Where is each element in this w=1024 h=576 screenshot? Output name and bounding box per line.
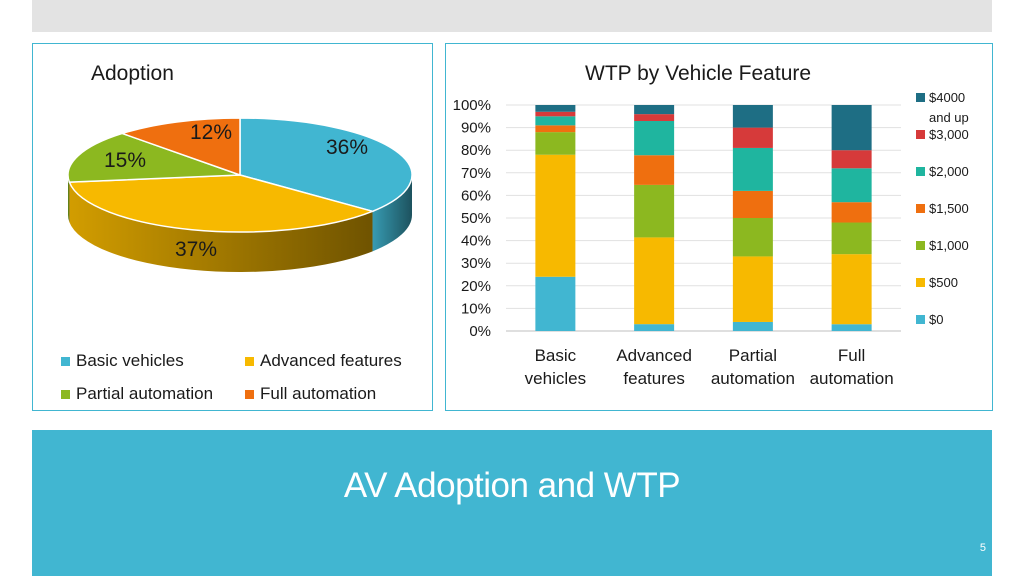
x-tick-label-basic-vehicles: Basic xyxy=(535,346,577,365)
pie-slice-advanced-features xyxy=(68,174,375,233)
bar-segment-basic-vehicles-0 xyxy=(535,276,576,331)
adoption-chart-title: Adoption xyxy=(91,62,174,85)
pie-slice-full-automation xyxy=(119,117,241,177)
bar-segment-partial-automation-3-000 xyxy=(732,127,773,148)
x-tick-label-full-automation: Full xyxy=(838,346,865,365)
pie-slice-side-advanced-features xyxy=(69,182,373,272)
bar-legend: $4000 and up $3,000 $2,000 $1,500 $1,000 $500 $… xyxy=(916,90,969,327)
legend-item-basic-vehicles: Basic vehicles xyxy=(61,351,184,371)
legend-item-full-automation: Full automation xyxy=(245,384,376,404)
legend-item-advanced-features: Advanced features xyxy=(245,351,402,371)
legend-item-partial-automation: Partial automation xyxy=(61,384,213,404)
y-tick-label: 50% xyxy=(461,210,491,227)
legend-label: Partial automation xyxy=(76,384,214,403)
bar-segment-advanced-features-0 xyxy=(634,324,675,331)
bar-segment-full-automation-2-000 xyxy=(831,168,872,203)
bar-segment-partial-automation-0 xyxy=(732,321,773,331)
pie-label-advanced-features: 37% xyxy=(175,238,217,261)
bar-segment-basic-vehicles-4000-and-up xyxy=(535,105,576,112)
wtp-chart-panel: WTP by Vehicle Feature 0% 10% 20% 30% 40% 50%… xyxy=(445,43,993,411)
adoption-chart-panel: Adoption 36% 37% 15% 12% Basic vehicles Adv… xyxy=(32,43,433,411)
page-number: 5 xyxy=(979,542,986,554)
y-tick-label: 60% xyxy=(461,187,491,204)
y-tick-label: 70% xyxy=(461,165,491,182)
legend-swatch-0 xyxy=(916,315,925,324)
legend-label-4000-and-up: and up xyxy=(929,110,969,125)
y-tick-label: 90% xyxy=(461,120,491,137)
legend-swatch xyxy=(61,356,70,366)
legend-swatch-1-500 xyxy=(916,204,925,213)
bar-stacks xyxy=(535,105,872,331)
bar-segment-advanced-features-4000-and-up xyxy=(634,105,675,115)
legend-label-2-000: $2,000 xyxy=(929,164,969,179)
pie-slice-partial-automation xyxy=(67,132,241,183)
legend-label-0: $0 xyxy=(929,312,943,327)
legend-swatch-3-000 xyxy=(916,130,925,139)
y-tick-label: 30% xyxy=(461,255,491,272)
legend-swatch-2-000 xyxy=(916,167,925,176)
legend-swatch xyxy=(245,356,254,366)
pie-label-basic-vehicles: 36% xyxy=(326,136,368,159)
bar-segment-full-automation-0 xyxy=(831,324,872,331)
bar-segment-basic-vehicles-2-000 xyxy=(535,116,576,126)
pie-label-partial-automation: 15% xyxy=(104,149,146,172)
legend-swatch xyxy=(245,389,254,399)
x-tick-label-partial-automation: automation xyxy=(711,369,795,388)
pie-label-full-automation: 12% xyxy=(190,121,232,144)
y-tick-label: 20% xyxy=(461,278,491,295)
y-tick-label: 100% xyxy=(453,97,491,114)
legend-label-4000-and-up: $4000 xyxy=(929,90,965,105)
bar-segment-full-automation-3-000 xyxy=(831,150,872,169)
legend-swatch-500 xyxy=(916,278,925,287)
legend-label-3-000: $3,000 xyxy=(929,127,969,142)
x-tick-label-partial-automation: Partial xyxy=(729,346,777,365)
y-tick-label: 40% xyxy=(461,233,491,250)
bar-segment-advanced-features-3-000 xyxy=(634,114,675,121)
x-tick-label-advanced-features: Advanced xyxy=(616,346,692,365)
y-tick-label: 0% xyxy=(469,323,491,340)
legend-label-1-000: $1,000 xyxy=(929,238,969,253)
header-bar xyxy=(32,0,992,32)
bar-segment-basic-vehicles-1-500 xyxy=(535,125,576,133)
bar-segment-partial-automation-1-500 xyxy=(732,190,773,218)
x-tick-label-full-automation: automation xyxy=(810,369,894,388)
bar-segment-basic-vehicles-1-000 xyxy=(535,132,576,155)
bar-segment-partial-automation-1-000 xyxy=(732,218,773,257)
legend-label: Advanced features xyxy=(260,351,402,370)
legend-swatch-1-000 xyxy=(916,241,925,250)
bar-segment-advanced-features-2-000 xyxy=(634,120,675,156)
adoption-pie-chart: 36% 37% 15% 12% xyxy=(67,117,413,272)
pie-slice-side-partial-automation xyxy=(68,175,70,223)
pie-slice-basic-vehicles xyxy=(239,117,413,213)
legend-label-1-500: $1,500 xyxy=(929,201,969,216)
y-tick-label: 80% xyxy=(461,142,491,159)
bar-segment-full-automation-4000-and-up xyxy=(831,105,872,151)
bar-segment-basic-vehicles-500 xyxy=(535,154,576,277)
bar-segment-full-automation-500 xyxy=(831,254,872,325)
x-tick-label-basic-vehicles: vehicles xyxy=(525,369,586,388)
bar-segment-full-automation-1-500 xyxy=(831,202,872,223)
legend-swatch-4000-and-up xyxy=(916,93,925,102)
legend-label: Basic vehicles xyxy=(76,351,184,370)
bar-segment-partial-automation-2-000 xyxy=(732,147,773,191)
title-banner: AV Adoption and WTP 5 xyxy=(32,430,992,576)
y-tick-label: 10% xyxy=(461,300,491,317)
bar-segment-partial-automation-4000-and-up xyxy=(732,105,773,128)
legend-label-500: $500 xyxy=(929,275,958,290)
legend-label: Full automation xyxy=(260,384,377,403)
bar-segment-advanced-features-1-000 xyxy=(634,184,675,238)
bar-segment-partial-automation-500 xyxy=(732,256,773,322)
bar-segment-advanced-features-500 xyxy=(634,237,675,325)
pie-top-faces xyxy=(67,117,413,233)
legend-swatch xyxy=(61,389,70,399)
bar-segment-basic-vehicles-3-000 xyxy=(535,111,576,117)
slide-title: AV Adoption and WTP xyxy=(343,466,681,505)
wtp-chart-title: WTP by Vehicle Feature xyxy=(585,62,812,85)
bar-segment-full-automation-1-000 xyxy=(831,222,872,255)
x-tick-label-advanced-features: features xyxy=(623,369,684,388)
bar-segment-advanced-features-1-500 xyxy=(634,155,675,185)
wtp-stacked-bar-chart: 0% 10% 20% 30% 40% 50% 60% 70% 80% 90% 100% Basic ve… xyxy=(453,90,969,388)
